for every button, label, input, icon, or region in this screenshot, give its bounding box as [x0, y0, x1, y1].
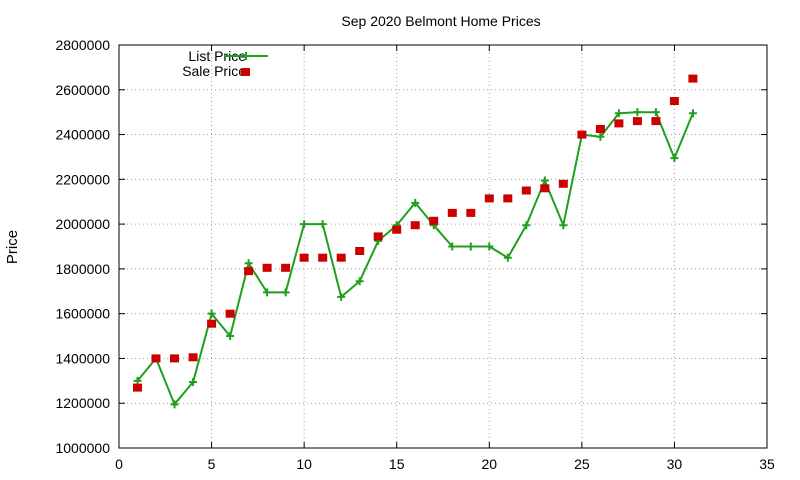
- data-point-list-price: [651, 108, 660, 117]
- y-tick-label: 2000000: [55, 216, 110, 232]
- data-point-sale-price: [484, 194, 494, 203]
- data-point-list-price: [300, 220, 309, 229]
- legend-marker-sale-price: [241, 68, 250, 76]
- data-point-sale-price: [521, 186, 531, 195]
- data-point-list-price: [485, 242, 494, 251]
- data-point-list-price: [688, 109, 697, 118]
- data-point-sale-price: [262, 263, 272, 272]
- axis-ticks: [118, 44, 768, 449]
- data-point-sale-price: [688, 74, 698, 83]
- data-point-list-price: [540, 176, 549, 185]
- data-point-sale-price: [558, 179, 568, 188]
- data-point-list-price: [226, 332, 235, 341]
- data-point-sale-price: [669, 97, 679, 105]
- data-point-list-price: [466, 242, 475, 251]
- x-tick-label: 10: [296, 456, 312, 472]
- x-tick-label: 35: [759, 456, 775, 472]
- y-axis-tick-labels: 1000000 1200000 1400000 1600000 1800000 20000…: [55, 37, 110, 456]
- data-point-sale-price: [318, 253, 328, 262]
- legend-label-sale-price: Sale Price: [182, 63, 246, 79]
- plot-frame: [118, 44, 768, 449]
- data-point-list-price: [133, 376, 142, 385]
- x-axis-tick-labels: 0 5 10 15 20 25 30 35: [115, 456, 775, 472]
- data-point-sale-price: [595, 125, 605, 133]
- data-point-sale-price: [225, 309, 235, 318]
- legend-label-list-price: List Price: [188, 48, 246, 64]
- data-point-sale-price: [614, 119, 624, 128]
- chart-title: Sep 2020 Belmont Home Prices: [341, 13, 540, 29]
- data-point-list-price: [355, 277, 364, 286]
- data-point-sale-price: [170, 354, 179, 363]
- x-tick-label: 20: [481, 456, 497, 472]
- data-point-sale-price: [133, 383, 142, 392]
- x-tick-label: 25: [574, 456, 590, 472]
- y-tick-label: 2400000: [55, 127, 110, 143]
- y-tick-label: 2800000: [55, 37, 110, 53]
- data-point-sale-price: [540, 184, 550, 193]
- data-point-sale-price: [244, 267, 254, 276]
- data-point-list-price: [559, 221, 568, 230]
- data-point-sale-price: [373, 232, 383, 241]
- data-point-list-price: [207, 309, 216, 318]
- data-point-list-price: [503, 253, 512, 262]
- data-point-list-price: [614, 109, 623, 118]
- data-point-list-price: [411, 198, 420, 207]
- y-tick-label: 2200000: [55, 171, 110, 187]
- data-point-sale-price: [281, 263, 291, 272]
- data-point-list-price: [670, 154, 679, 163]
- data-point-sale-price: [466, 208, 476, 217]
- data-point-sale-price: [151, 354, 161, 363]
- data-point-sale-price: [188, 353, 198, 362]
- legend: List Price Sale Price: [182, 48, 268, 79]
- data-point-list-price: [244, 259, 253, 268]
- data-point-sale-price: [632, 117, 642, 126]
- y-axis-label: Price: [4, 230, 21, 264]
- data-point-list-price: [596, 132, 605, 141]
- x-tick-label: 30: [667, 456, 683, 472]
- data-point-sale-price: [577, 130, 587, 139]
- data-point-sale-price: [392, 225, 402, 234]
- data-point-sale-price: [336, 253, 346, 262]
- data-point-sale-price: [503, 194, 513, 203]
- data-point-sale-price: [299, 253, 309, 262]
- data-point-sale-price: [447, 208, 457, 217]
- x-tick-label: 0: [115, 456, 123, 472]
- data-point-list-price: [337, 292, 346, 301]
- y-tick-label: 1400000: [55, 350, 110, 366]
- y-tick-label: 1200000: [55, 395, 110, 411]
- data-point-list-price: [281, 288, 290, 297]
- y-tick-label: 2600000: [55, 82, 110, 98]
- data-point-list-price: [522, 221, 531, 230]
- x-tick-label: 5: [208, 456, 216, 472]
- y-tick-label: 1000000: [55, 440, 110, 456]
- data-point-sale-price: [207, 319, 217, 328]
- x-tick-label: 15: [389, 456, 405, 472]
- data-point-sale-price: [651, 117, 661, 126]
- legend-marker-list-price: [242, 52, 250, 60]
- data-point-list-price: [448, 242, 457, 251]
- series-layer: [133, 74, 698, 409]
- data-point-sale-price: [429, 216, 439, 225]
- y-tick-label: 1800000: [55, 261, 110, 277]
- series-sale-price: [133, 74, 698, 392]
- y-tick-label: 1600000: [55, 306, 110, 322]
- data-point-list-price: [318, 220, 327, 229]
- data-point-list-price: [263, 288, 272, 297]
- data-point-sale-price: [355, 247, 365, 255]
- data-point-list-price: [189, 377, 198, 386]
- data-point-sale-price: [410, 221, 420, 230]
- data-point-list-price: [633, 108, 642, 117]
- data-point-list-price: [170, 400, 179, 409]
